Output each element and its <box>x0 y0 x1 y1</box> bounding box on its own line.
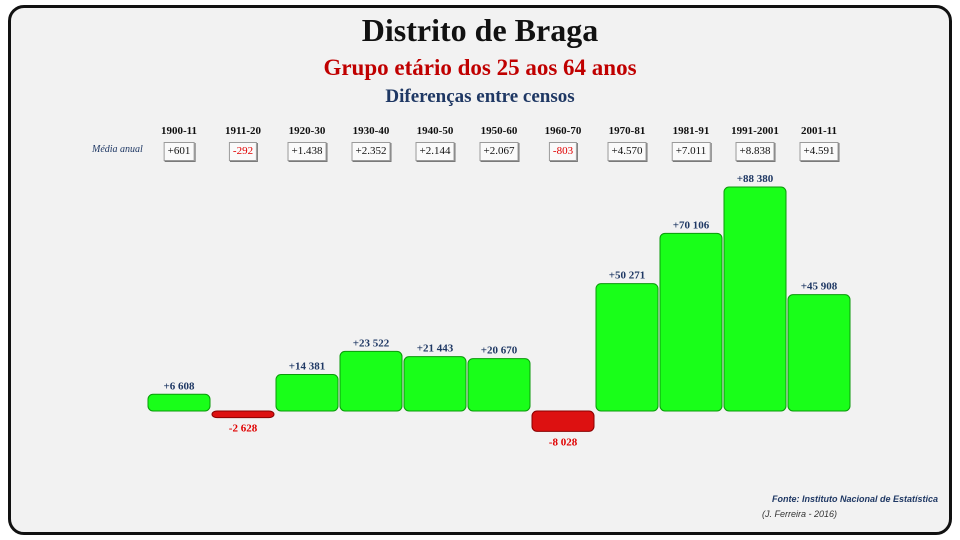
bar-value-label: +70 106 <box>673 219 710 231</box>
bar-negative <box>211 410 275 419</box>
annual-mean-box: +4.570 <box>607 142 647 161</box>
bar-value-label: +6 608 <box>163 380 195 392</box>
period-label: 1991-2001 <box>731 125 779 137</box>
chart-frame <box>8 5 952 535</box>
period-label: 1920-30 <box>288 125 326 137</box>
period-label: 1981-91 <box>672 125 710 137</box>
author-note: (J. Ferreira - 2016) <box>762 509 838 519</box>
annual-mean-box: +601 <box>163 142 195 161</box>
annual-mean-box: -292 <box>228 142 258 161</box>
period-label: 1970-81 <box>608 125 646 137</box>
chart-subtitle-2: Diferenças entre censos <box>385 86 575 107</box>
source-note: Fonte: Instituto Nacional de Estatística <box>771 494 938 504</box>
period-label: 1911-20 <box>224 125 262 137</box>
annual-mean-box: +8.838 <box>735 142 775 161</box>
bar-positive <box>787 294 851 412</box>
bar-negative <box>531 410 595 432</box>
bar-value-label: +21 443 <box>417 343 454 355</box>
bar-value-label: -2 628 <box>229 423 258 435</box>
bar-value-label: +45 908 <box>801 281 838 293</box>
annual-mean-box: -803 <box>548 142 578 161</box>
annual-mean-box: +2.144 <box>415 142 455 161</box>
period-label: 1930-40 <box>352 125 390 137</box>
period-label: 2001-11 <box>800 125 838 137</box>
annual-mean-box: +4.591 <box>799 142 839 161</box>
bar-value-label: -8 028 <box>549 436 578 448</box>
bar-positive <box>723 186 787 412</box>
bar-value-label: +20 670 <box>481 345 518 357</box>
annual-mean-box: +7.011 <box>671 142 711 161</box>
bar-positive <box>403 356 467 412</box>
bar-value-label: +88 380 <box>737 173 774 185</box>
chart-subtitle: Grupo etário dos 25 aos 64 anos <box>323 55 637 80</box>
annual-mean-box: +2.352 <box>351 142 391 161</box>
bar-positive <box>339 350 403 412</box>
period-label: 1900-11 <box>160 125 198 137</box>
period-label: 1950-60 <box>480 125 518 137</box>
annual-mean-label: Média anual <box>92 144 143 155</box>
period-label: 1940-50 <box>416 125 454 137</box>
bar-value-label: +23 522 <box>353 337 390 349</box>
bar-positive <box>659 232 723 412</box>
period-label: 1960-70 <box>544 125 582 137</box>
bar-value-label: +50 271 <box>609 270 646 282</box>
annual-mean-box: +2.067 <box>479 142 519 161</box>
bar-positive <box>595 283 659 412</box>
annual-mean-box: +1.438 <box>287 142 327 161</box>
bar-value-label: +14 381 <box>289 361 326 373</box>
bar-positive <box>147 393 211 412</box>
bar-positive <box>467 358 531 412</box>
bar-positive <box>275 374 339 412</box>
chart-title: Distrito de Braga <box>361 12 599 48</box>
